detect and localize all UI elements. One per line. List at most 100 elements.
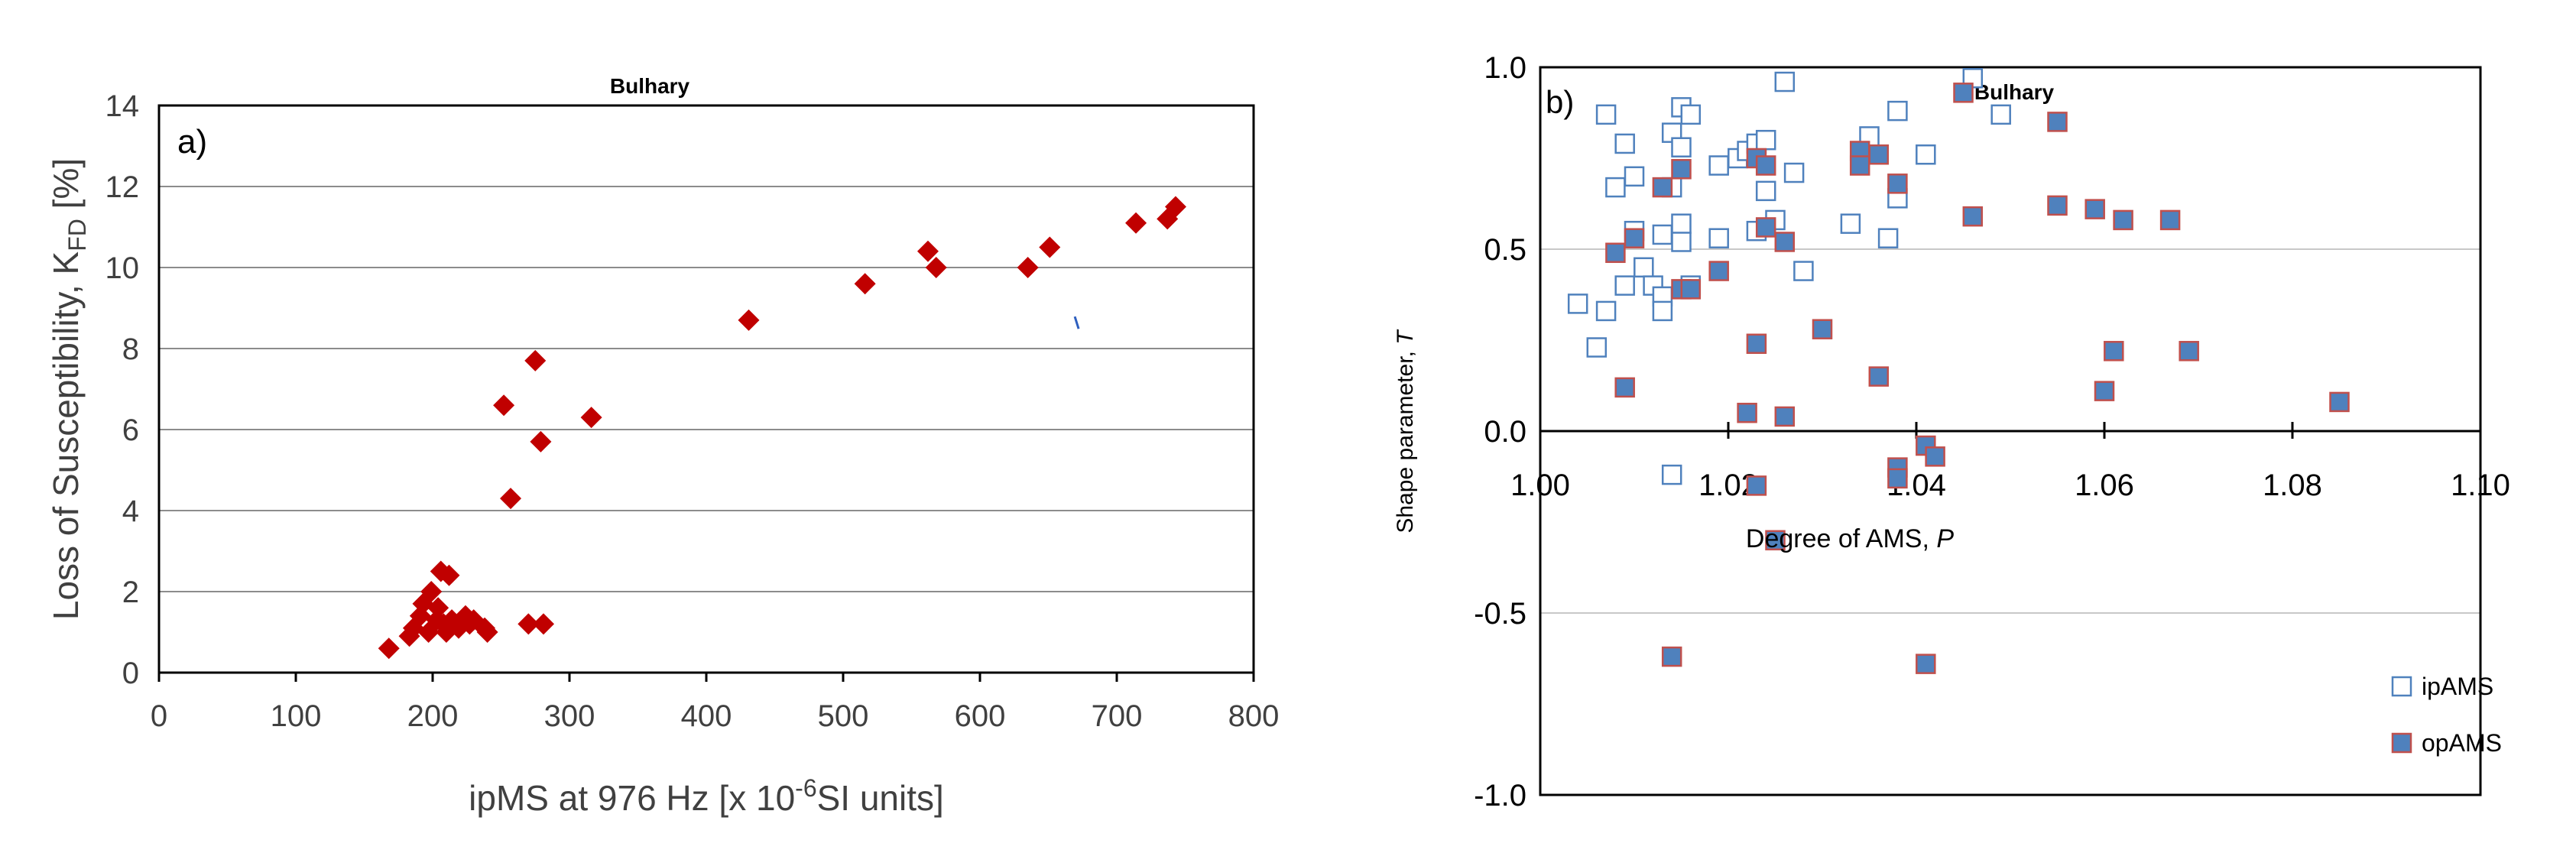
legend-ipams-marker [2391, 676, 2412, 697]
panel-a-x-tick-label: 200 [407, 699, 459, 733]
panel-a-point [532, 613, 554, 635]
panel-a-stray-mark [1073, 316, 1080, 329]
panel-b-opams-point [2159, 209, 2181, 231]
panel-a-x-tick-label: 700 [1092, 699, 1143, 733]
panel-b-opams-point [1671, 159, 1692, 180]
panel-a-x-tick-label: 400 [681, 699, 732, 733]
panel-a-y-tick-label: 6 [122, 414, 139, 447]
panel-a-x-tick-label: 800 [1228, 699, 1280, 733]
panel-b-ipams-point [1840, 213, 1861, 234]
panel-a-y-tick-label: 2 [122, 576, 139, 609]
panel-a-point [427, 597, 449, 619]
legend-opams-label: opAMS [2422, 729, 2502, 757]
panel-b-x-axis-label: Degree of AMS, P [1746, 524, 1954, 553]
panel-b-opams-point [1774, 406, 1796, 427]
panel-b-y-tick-label: 0.0 [1484, 415, 1526, 449]
panel-a-title: Bulhary [610, 74, 690, 98]
panel-a-point [438, 564, 460, 586]
panel-b-ipams-point [1595, 104, 1617, 125]
panel-b-ipams-point [1586, 337, 1608, 358]
panel-b-opams-point [1812, 319, 1833, 339]
panel-b-opams-point [1746, 475, 1767, 496]
panel-b-tick-labels: -1.0-0.50.00.51.01.00 1.02 1.04 1.06 1.08 1.1… [1474, 51, 2510, 812]
panel-b-opams-point [1849, 155, 1870, 176]
panel-a-point [517, 613, 540, 635]
panel-b-opams-point [1624, 228, 1645, 248]
panel-b-opams-point [1746, 333, 1767, 355]
panel-a-y-tick-label: 10 [105, 251, 140, 285]
panel-b-ipams-point [1671, 213, 1692, 234]
panel-b-opams-point [1868, 366, 1890, 387]
panel-b-ipams-point [1614, 133, 1635, 154]
panel-a-point [1017, 257, 1039, 278]
panel-b-opams-point [2084, 199, 2105, 219]
panel-a-x-tick-label: 0 [151, 699, 167, 733]
panel-b-ipams-point [1595, 300, 1617, 322]
panel-a-y-tick-label: 12 [105, 170, 140, 204]
panel-b-opams-point [1614, 377, 1635, 398]
panel-b-y-axis-label: Shape parameter, T [1393, 329, 1418, 534]
panel-b-ipams-point [1614, 275, 1635, 296]
panel-b-x-tick-label: 1.08 [2263, 469, 2322, 502]
panel-b-ipams-point [1887, 100, 1908, 122]
panel-b-opams-point [2094, 381, 2115, 401]
panel-a-point [493, 394, 515, 417]
panel-b-opams-point [1652, 177, 1673, 198]
panel-a-y-axis-label: Loss of Susceptibility, KFD [%] [46, 158, 91, 620]
panel-b-opams-point [1737, 402, 1757, 423]
panel-b-opams-point [1755, 155, 1776, 176]
panel-b-ipams-point [1624, 166, 1645, 187]
panel-b-ipams-point [1783, 162, 1805, 183]
panel-b-opams-point [2047, 112, 2068, 132]
panel-b-x-tick-label: 1.00 [1510, 469, 1570, 502]
panel-b-opams-point [1887, 468, 1908, 489]
panel-a-point [1039, 236, 1061, 258]
panel-b-opams-point [1765, 530, 1786, 551]
panel-a-y-tick-label: 0 [122, 657, 139, 690]
panel-b-y-tick-label: -1.0 [1474, 779, 1526, 812]
panel-a-y-tick-label: 4 [122, 495, 139, 528]
panel-b-opams-point [1887, 174, 1908, 194]
panel-a-point [854, 273, 876, 295]
panel-a-label: a) [177, 123, 207, 161]
panel-b-chart: Bulhary b) -1.0-0.50.00.51.01.00 1.02 1.04… [1393, 51, 2510, 812]
panel-a-point [1125, 212, 1147, 234]
panel-a-point [420, 581, 443, 602]
panel-b-title: Bulhary [1974, 80, 2055, 104]
panel-b-ipams-point [1680, 104, 1702, 125]
panel-b-ipams-point [1708, 228, 1729, 248]
panel-a-x-tick-label: 300 [544, 699, 595, 733]
panel-b-label: b) [1546, 84, 1574, 120]
panel-a-point [738, 309, 760, 331]
panel-b-y-tick-label: -0.5 [1474, 597, 1526, 631]
panel-a-y-tick-label: 14 [105, 89, 140, 123]
panel-a-point [476, 621, 498, 643]
panel-a-point [378, 637, 400, 660]
panel-b-opams-point [1962, 206, 1984, 227]
panel-b-ipams-point [1755, 129, 1776, 151]
panel-b-ipams-point [1567, 294, 1588, 314]
panel-b-opams-point [2104, 341, 2124, 362]
panel-a-x-tick-label: 500 [818, 699, 869, 733]
panel-b-opams-point [2329, 391, 2350, 413]
legend-ipams-label: ipAMS [2422, 673, 2493, 700]
panel-b-ipams-point [1652, 300, 1673, 322]
panel-b-ipams-point [1652, 224, 1673, 245]
panel-b-points [1567, 68, 2350, 674]
panel-b-ipams-point [1708, 155, 1729, 176]
panel-a-x-tick-label: 600 [955, 699, 1006, 733]
panel-b-opams-point [1868, 144, 1890, 165]
panel-a-point [917, 240, 939, 262]
panel-b-legend: ipAMS opAMS [2391, 673, 2502, 757]
panel-b-y-tick-label: 1.0 [1484, 51, 1526, 85]
panel-b-gridlines [1540, 248, 2480, 614]
panel-a-tick-labels: 0 2 4 6 8 10 12 14 0 100 200 300 400 500 600 700 800 [105, 89, 1280, 733]
panel-b-x-tick-label: 1.10 [2451, 469, 2510, 502]
panel-a-plot-frame [157, 104, 1255, 674]
panel-b-ipams-point [1671, 137, 1692, 157]
panel-a-points [378, 196, 1186, 660]
panel-a-point [530, 430, 552, 452]
panel-a-x-axis-label: ipMS at 976 Hz [x 10-6SI units] [469, 774, 944, 818]
panel-b-opams-point [1661, 646, 1682, 667]
